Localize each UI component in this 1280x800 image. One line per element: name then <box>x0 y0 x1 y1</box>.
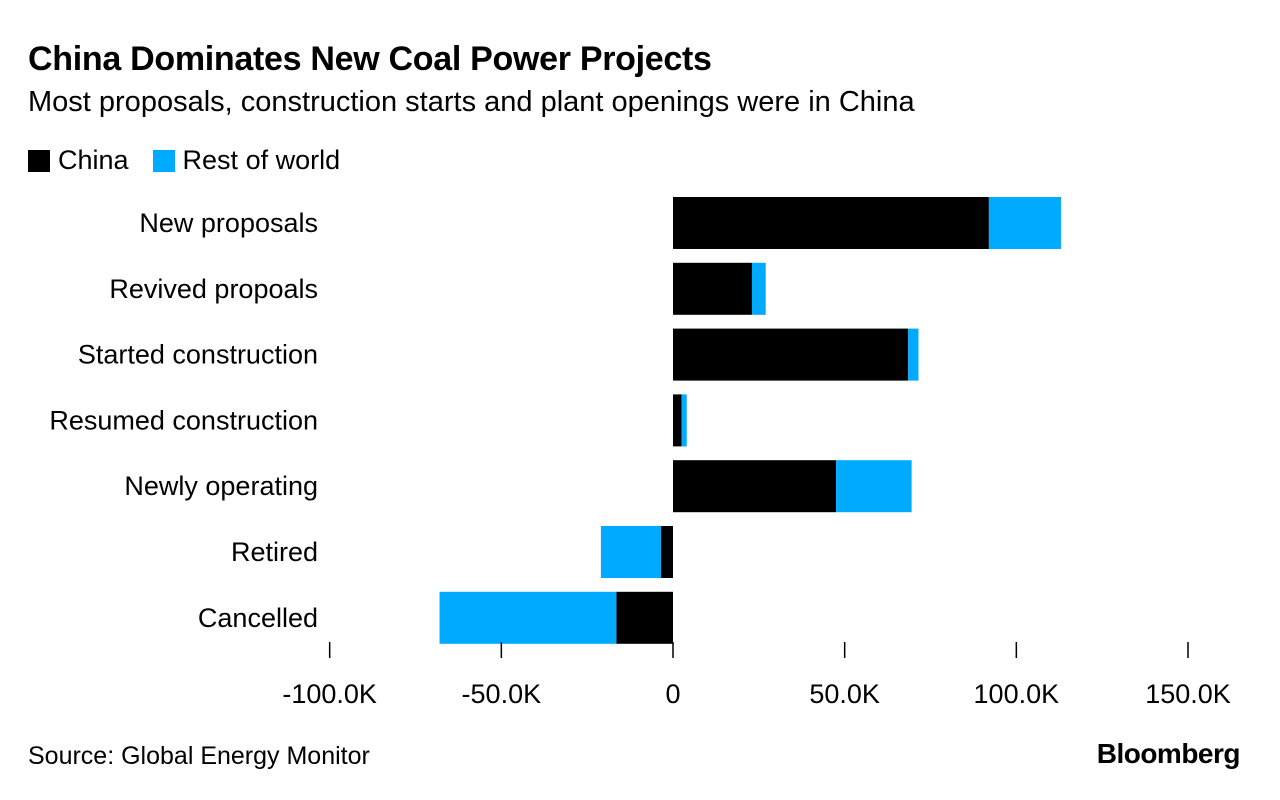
x-tick-label: 150.0K <box>1145 679 1231 709</box>
bloomberg-logo: Bloomberg <box>1096 738 1241 769</box>
bar-cancelled-china <box>616 591 673 644</box>
legend-label-china: China <box>58 145 129 175</box>
category-label-started-construction: Started construction <box>78 340 318 370</box>
legend: China Rest of world <box>28 145 364 176</box>
legend-swatch-rest <box>152 149 175 172</box>
bar-new-proposals-rest-of-world <box>988 197 1061 249</box>
bar-newly-operating-china <box>673 460 837 513</box>
bar-revived-propoals-china <box>673 262 752 315</box>
bar-resumed-construction-china <box>673 394 682 447</box>
category-label-resumed-construction: Resumed construction <box>49 405 318 435</box>
bar-started-construction-rest-of-world <box>908 328 919 381</box>
legend-item-rest: Rest of world <box>152 145 341 176</box>
x-tick-label: 0 <box>665 679 680 709</box>
category-label-retired: Retired <box>231 537 318 567</box>
source-note: Source: Global Energy Monitor <box>28 742 370 770</box>
bar-revived-propoals-rest-of-world <box>751 262 766 315</box>
bar-cancelled-rest-of-world <box>439 591 617 644</box>
legend-item-china: China <box>28 145 129 176</box>
category-label-revived-propoals: Revived propoals <box>109 274 318 304</box>
bar-retired-china <box>660 526 673 578</box>
bar-new-proposals-china <box>673 197 989 249</box>
chart-title: China Dominates New Coal Power Projects <box>28 40 712 78</box>
category-label-new-proposals: New proposals <box>139 208 318 238</box>
x-tick-label: 100.0K <box>974 679 1060 709</box>
legend-label-rest: Rest of world <box>182 145 341 175</box>
bar-started-construction-china <box>673 328 909 381</box>
x-tick-label: -50.0K <box>462 679 542 709</box>
category-label-cancelled: Cancelled <box>198 603 318 633</box>
category-label-newly-operating: Newly operating <box>124 471 318 501</box>
x-tick-label: -100.0K <box>282 679 377 709</box>
chart-subtitle: Most proposals, construction starts and … <box>28 86 915 118</box>
bar-retired-rest-of-world <box>600 526 661 578</box>
bar-resumed-construction-rest-of-world <box>681 394 687 447</box>
bar-newly-operating-rest-of-world <box>836 460 912 513</box>
x-tick-label: 50.0K <box>809 679 880 709</box>
legend-swatch-china <box>28 149 50 172</box>
